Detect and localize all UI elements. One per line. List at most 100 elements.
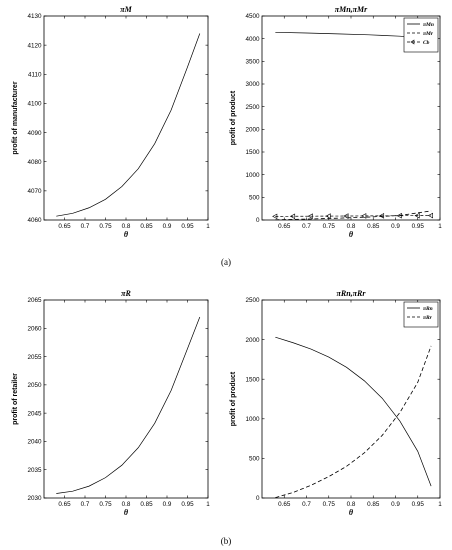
x-tick-label: 0.75: [99, 223, 112, 230]
x-tick-label: 0.75: [323, 223, 336, 230]
chart-title: πR: [121, 289, 131, 298]
y-tick-label: 4130: [27, 13, 42, 20]
data-point: [427, 212, 433, 219]
plot-frame: [43, 299, 209, 499]
legend-label: πRr: [423, 315, 433, 321]
y-tick-label: 0: [256, 495, 260, 502]
y-tick-label: 3500: [245, 59, 260, 66]
y-tick-label: 2040: [27, 439, 42, 446]
series-πRr: [275, 345, 432, 498]
y-tick-label: 3000: [245, 81, 260, 88]
data-point: [378, 213, 385, 219]
data-point: [396, 212, 402, 219]
series-line: [56, 316, 201, 494]
y-axis-label: profit of product: [230, 371, 237, 426]
y-tick-label: 2030: [27, 495, 42, 502]
x-tick-label: 0.85: [367, 501, 380, 508]
chart-title: πM: [120, 5, 132, 14]
series-Cb: [272, 212, 433, 220]
data-point: [289, 213, 296, 220]
x-tick-label: 1: [438, 501, 442, 508]
series-line: [275, 345, 432, 498]
x-tick-label: 0.65: [58, 223, 71, 230]
data-point: [361, 213, 367, 219]
series-line: [56, 33, 201, 217]
y-tick-label: 4090: [27, 130, 42, 137]
x-tick-label: 1: [206, 501, 210, 508]
y-tick-label: 500: [249, 195, 260, 202]
x-tick-label: 0.9: [163, 501, 172, 508]
x-tick-label: 0.7: [81, 501, 90, 508]
y-tick-label: 2000: [245, 337, 260, 344]
data-point: [325, 213, 331, 219]
y-tick-label: 2060: [27, 325, 42, 332]
chart-3: 0.65 0.7 0.75 0.8 0.85 0.9 0.95 1 2030 2035 2040 20…: [12, 289, 210, 517]
legend-label: πMn: [423, 22, 434, 28]
y-tick-label: 2035: [27, 467, 42, 474]
caption-a: (a): [221, 257, 231, 267]
x-axis-label: θ: [124, 230, 129, 239]
data-point: [272, 213, 278, 220]
x-axis-label: θ: [124, 508, 129, 517]
y-tick-label: 4080: [27, 159, 42, 166]
series-πRn: [275, 336, 432, 487]
series-line: [56, 33, 201, 217]
series-line: [275, 336, 432, 487]
y-tick-label: 4500: [245, 13, 260, 20]
x-tick-label: 0.85: [140, 223, 153, 230]
x-tick-label: 0.95: [181, 223, 194, 230]
legend-marker: [410, 39, 415, 45]
chart-title: πMn,πMr: [335, 5, 368, 14]
y-tick-label: 2000: [245, 127, 260, 134]
y-tick-label: 2500: [245, 104, 260, 111]
x-tick-label: 0.65: [278, 501, 291, 508]
x-tick-label: 0.85: [140, 501, 153, 508]
y-tick-label: 2050: [27, 382, 42, 389]
y-tick-label: 2500: [245, 297, 260, 304]
legend: πMn πMr Cb: [403, 17, 439, 53]
x-tick-label: 0.65: [58, 501, 71, 508]
y-tick-label: 0: [256, 217, 260, 224]
y-tick-label: 2045: [27, 410, 42, 417]
plot-frame: [43, 15, 209, 221]
y-tick-label: 1500: [245, 149, 260, 156]
x-tick-label: 0.75: [323, 501, 336, 508]
x-tick-label: 0.85: [367, 223, 380, 230]
x-tick-label: 0.65: [278, 223, 291, 230]
legend-box: [403, 301, 439, 328]
chart-4: 0.65 0.7 0.75 0.8 0.85 0.9 0.95 1 0 500 1000 1500 20…: [230, 289, 442, 517]
y-tick-label: 500: [249, 456, 260, 463]
y-tick-label: 2055: [27, 354, 42, 361]
x-tick-label: 0.95: [181, 501, 194, 508]
x-tick-label: 0.8: [122, 223, 131, 230]
plot-frame: [261, 299, 441, 499]
y-tick-label: 4060: [27, 217, 42, 224]
y-tick-label: 1000: [245, 416, 260, 423]
series-line: [275, 215, 432, 217]
x-tick-label: 0.95: [412, 501, 425, 508]
x-tick-label: 0.9: [391, 501, 400, 508]
x-axis-label: θ: [349, 508, 354, 517]
x-tick-label: 0.7: [81, 223, 90, 230]
x-tick-label: 0.9: [391, 223, 400, 230]
series-line: [56, 316, 201, 494]
legend-label: πRn: [423, 306, 433, 312]
x-tick-label: 0.95: [412, 223, 425, 230]
x-tick-label: 0.7: [302, 223, 311, 230]
data-point: [343, 213, 349, 219]
y-tick-label: 4120: [27, 42, 42, 49]
y-axis-label: profit of product: [230, 90, 237, 145]
y-tick-label: 2065: [27, 297, 42, 304]
y-tick-label: 4070: [27, 188, 42, 195]
chart-title: πRn,πRr: [337, 289, 367, 298]
data-point: [307, 213, 313, 219]
y-tick-label: 1000: [245, 172, 260, 179]
y-tick-label: 4000: [245, 36, 260, 43]
x-axis-label: θ: [349, 230, 354, 239]
x-tick-label: 0.8: [122, 501, 131, 508]
x-tick-label: 1: [438, 223, 442, 230]
x-tick-label: 0.7: [302, 501, 311, 508]
caption-b: (b): [220, 536, 232, 546]
y-axis-label: profit of retailer: [12, 373, 19, 425]
